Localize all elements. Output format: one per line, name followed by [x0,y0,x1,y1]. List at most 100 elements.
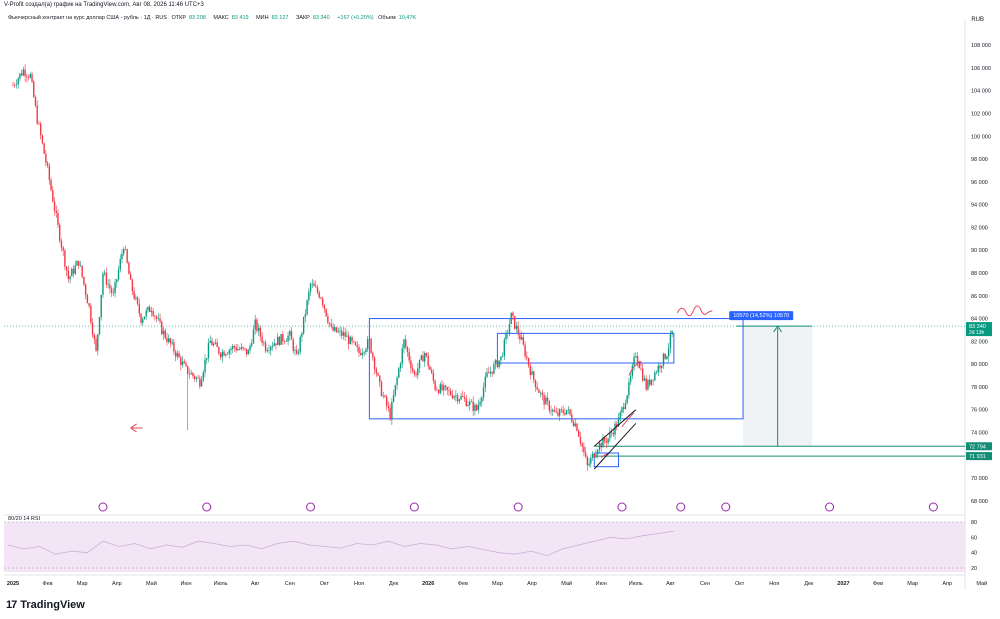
candle-body [238,348,241,350]
candle-body [356,345,358,348]
candle-body [62,247,64,251]
candle-body [48,165,51,180]
candle-body [321,298,324,305]
candle-body [100,294,102,318]
y-tick-label: 94 000 [971,203,988,209]
candle-body [202,372,204,380]
candle-body [183,361,185,364]
x-tick-label: Ноя [354,581,364,587]
candle-body [482,387,485,398]
candle-body [245,348,248,355]
wedge-line-lower [593,423,637,470]
candle-body [19,73,21,79]
candle-body [524,344,526,357]
candle-body [242,347,244,349]
tradingview-brand[interactable]: 17 TradingView [6,599,85,611]
candle-body [14,85,16,86]
candle-body [83,276,85,285]
candle-body [399,363,402,369]
candle-body [526,356,528,358]
y-tick-label: 82 000 [971,339,988,345]
event-marker-icon [825,502,835,512]
candle-body [34,97,37,106]
range-box [368,318,744,420]
candle-body [451,394,454,399]
candle-body [489,371,492,374]
candle-body [195,377,198,379]
candle-body [133,291,135,299]
candle-body [425,353,428,356]
candle-body [251,343,253,346]
candle-body [43,143,45,154]
candle-body [621,407,623,413]
currency-label[interactable]: RUB [971,17,984,23]
candle-body [609,432,611,439]
candle-body [157,318,160,319]
candle-body [545,397,547,405]
candle-body [519,334,521,340]
candle-body [79,265,82,267]
candle-body [456,395,459,402]
author-line: V-Profit создал(а) график на TradingView… [4,2,204,8]
candle-body [622,407,625,409]
candle-body [344,332,346,337]
candle-body [543,395,545,405]
candle-body [477,404,480,411]
candle-body [275,343,277,346]
candle-body [636,355,639,363]
candle-body [173,342,175,352]
candle-body [472,401,474,411]
candle-body [534,379,537,388]
candle-body [69,276,71,280]
candle-body [498,360,500,368]
candle-body [271,345,274,347]
candle-body [297,352,300,354]
candle-body [178,353,180,358]
candle-body [166,337,168,343]
candle-body [332,326,334,331]
candle-body [515,326,518,329]
level-label: 72 794 [969,444,986,450]
candle-body [107,284,109,285]
candle-body [304,314,307,317]
event-marker-icon [928,502,938,512]
candle-body [358,347,360,354]
candle-body [287,335,289,342]
low-value: 83 127 [271,15,289,21]
candle-body [161,321,163,335]
candle-body [600,443,602,448]
last-price-countdown: 2d 13h [969,330,985,336]
candle-body [385,396,388,406]
candle-body [664,353,666,359]
candle-body [590,457,592,464]
candle-body [218,347,220,354]
left-arrow-icon [130,423,143,433]
candle-body [154,315,156,317]
candle-body [669,334,672,349]
candle-body [119,259,121,270]
candle-body [95,338,97,351]
candle-body [642,368,644,381]
candle-body [593,453,595,458]
candle-body [415,374,417,376]
candle-body [410,360,412,369]
candle-body [418,359,421,369]
x-tick-label: Июн [596,581,607,587]
candle-body [420,355,422,360]
candle-body [207,342,210,359]
candle-body [583,446,585,453]
candle-body [197,377,199,379]
candle-body [313,283,315,287]
x-tick-label: Июль [629,581,643,587]
candle-body [643,378,646,381]
x-tick-label: 2025 [7,581,19,587]
candle-body [117,269,120,280]
x-tick-label: Апр [527,581,537,587]
candle-body [273,343,275,346]
candle-body [510,312,512,325]
candle-body [372,352,374,358]
candle-body [629,375,632,382]
candle-body [12,84,14,86]
candle-body [264,342,267,352]
